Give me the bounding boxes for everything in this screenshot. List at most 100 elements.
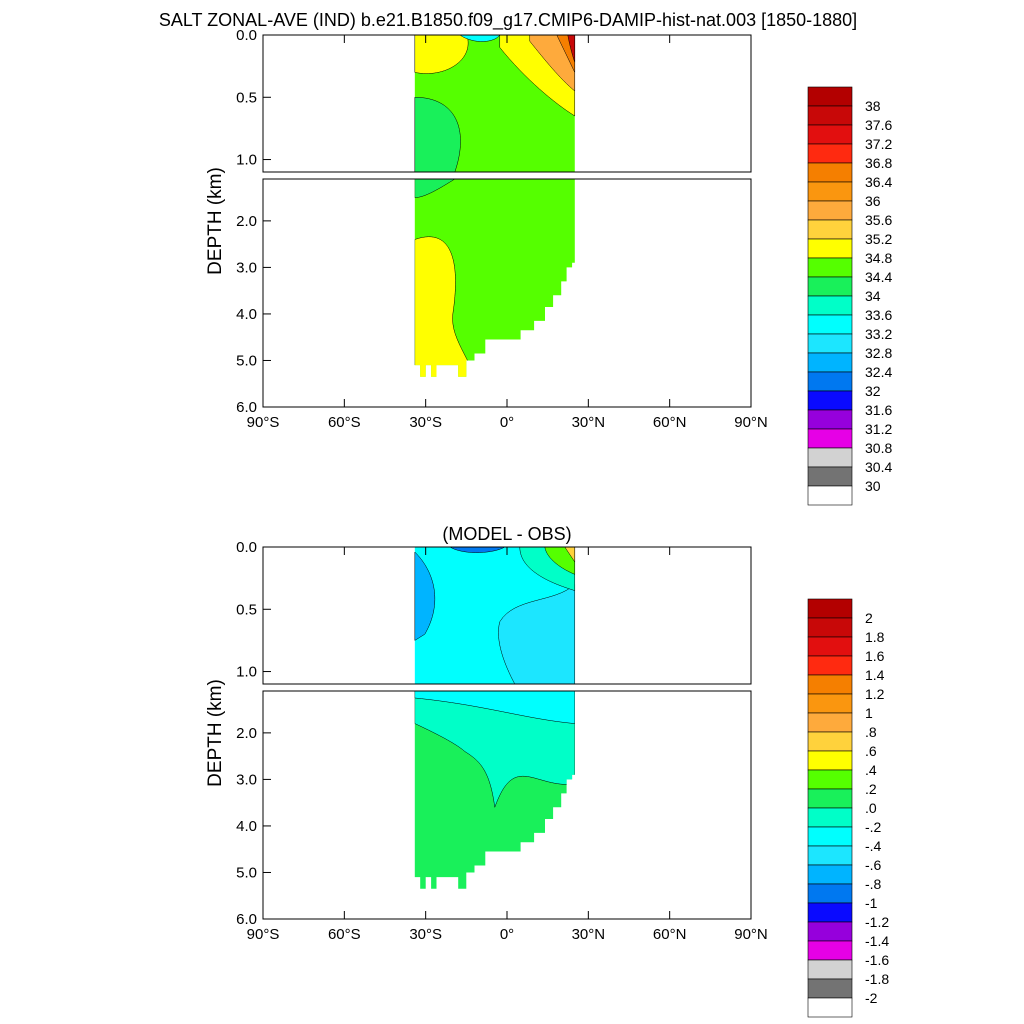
y-tick-label: 0.0 bbox=[236, 539, 257, 556]
colorbar-label: -1.2 bbox=[865, 914, 889, 930]
x-tick-label: 0° bbox=[500, 414, 514, 431]
colorbar-label: 36.4 bbox=[865, 174, 892, 190]
colorbar-swatch bbox=[807, 257, 853, 278]
colorbar-swatch bbox=[807, 466, 853, 487]
colorbar-label: 36 bbox=[865, 193, 881, 209]
colorbar-swatch bbox=[807, 333, 853, 354]
y-tick-label: 1.0 bbox=[236, 664, 257, 681]
colorbar-label: 30 bbox=[865, 478, 881, 494]
x-tick-label: 30°N bbox=[572, 926, 606, 943]
x-tick-label: 90°S bbox=[247, 414, 280, 431]
y-axis-label: DEPTH (km) bbox=[205, 167, 226, 275]
colorbar-swatch bbox=[807, 788, 853, 809]
y-tick-label: 5.0 bbox=[236, 352, 257, 369]
colorbar-swatch bbox=[807, 978, 853, 999]
colorbar-label: 30.4 bbox=[865, 459, 892, 475]
x-tick-label: 90°N bbox=[734, 414, 768, 431]
colorbar-swatch bbox=[807, 807, 853, 828]
colorbar-swatch bbox=[807, 693, 853, 714]
x-tick-label: 60°N bbox=[653, 926, 687, 943]
x-tick-label: 60°S bbox=[328, 926, 361, 943]
colorbar-swatch bbox=[807, 674, 853, 695]
colorbar-swatch bbox=[807, 617, 853, 638]
colorbar-swatch bbox=[807, 598, 853, 619]
y-tick-label: 6.0 bbox=[236, 911, 257, 928]
colorbar-swatch bbox=[807, 485, 853, 506]
colorbar-swatch bbox=[807, 295, 853, 316]
colorbar: 21.81.61.41.21.8.6.4.2.0-.2-.4-.6-.8-1-1… bbox=[807, 598, 889, 1018]
region-north-red bbox=[567, 35, 576, 63]
colorbar-label: .6 bbox=[865, 743, 877, 759]
y-tick-label: 2.0 bbox=[236, 213, 257, 230]
colorbar-label: .4 bbox=[865, 762, 877, 778]
lower-field bbox=[414, 179, 575, 377]
colorbar-swatch bbox=[807, 143, 853, 164]
y-tick-label: 5.0 bbox=[236, 864, 257, 881]
colorbar-swatch bbox=[807, 826, 853, 847]
colorbar-swatch bbox=[807, 997, 853, 1018]
colorbar-label: 1.8 bbox=[865, 629, 885, 645]
x-tick-label: 90°N bbox=[734, 926, 768, 943]
x-tick-label: 60°N bbox=[653, 414, 687, 431]
y-tick-label: 0.5 bbox=[236, 89, 257, 106]
colorbar-label: 35.2 bbox=[865, 231, 892, 247]
colorbar-swatch bbox=[807, 750, 853, 771]
y-tick-label: 3.0 bbox=[236, 259, 257, 276]
panel-title: (MODEL - OBS) bbox=[442, 524, 571, 544]
colorbar-swatch bbox=[807, 428, 853, 449]
colorbar-label: 34.8 bbox=[865, 250, 892, 266]
region-north-positive bbox=[544, 547, 576, 575]
x-tick-label: 0° bbox=[500, 926, 514, 943]
colorbar-label: -2 bbox=[865, 990, 878, 1006]
panels: 0.0 0.5 1.0 2.0 3.0 4.0 5.0 6.0 90°S 60°S 30°S 0° 30… bbox=[205, 27, 892, 1018]
colorbar-label: 32.4 bbox=[865, 364, 892, 380]
colorbar-label: 38 bbox=[865, 98, 881, 114]
y-tick-label: 2.0 bbox=[236, 725, 257, 742]
colorbar-label: 31.2 bbox=[865, 421, 892, 437]
colorbar-label: 34 bbox=[865, 288, 881, 304]
colorbar-label: -1.6 bbox=[865, 952, 889, 968]
lower-field bbox=[414, 691, 575, 889]
colorbar-swatch bbox=[807, 845, 853, 866]
colorbar-label: .2 bbox=[865, 781, 877, 797]
colorbar-swatch bbox=[807, 124, 853, 145]
colorbar-swatch bbox=[807, 105, 853, 126]
colorbar-label: 37.2 bbox=[865, 136, 892, 152]
y-tick-label: 0.5 bbox=[236, 601, 257, 618]
colorbar-label: 31.6 bbox=[865, 402, 892, 418]
colorbar-swatch bbox=[807, 200, 853, 221]
colorbar-swatch bbox=[807, 902, 853, 923]
colorbar-swatch bbox=[807, 655, 853, 676]
colorbar-swatch bbox=[807, 352, 853, 373]
colorbar-swatch bbox=[807, 636, 853, 657]
colorbar-swatch bbox=[807, 769, 853, 790]
upper-field bbox=[414, 35, 576, 172]
colorbar-label: .0 bbox=[865, 800, 877, 816]
x-tick-label: 30°S bbox=[409, 926, 442, 943]
colorbar-swatch bbox=[807, 371, 853, 392]
colorbar-label: 32 bbox=[865, 383, 881, 399]
y-tick-label: 1.0 bbox=[236, 152, 257, 169]
colorbar-label: -.2 bbox=[865, 819, 882, 835]
y-tick-label: 4.0 bbox=[236, 818, 257, 835]
colorbar-swatch bbox=[807, 864, 853, 885]
region-north-subsurface bbox=[498, 583, 576, 684]
colorbar-label: 36.8 bbox=[865, 155, 892, 171]
colorbar-swatch bbox=[807, 314, 853, 335]
colorbar-swatch bbox=[807, 447, 853, 468]
colorbar-swatch bbox=[807, 219, 853, 240]
colorbar-label: 1.6 bbox=[865, 648, 885, 664]
y-tick-label: 3.0 bbox=[236, 771, 257, 788]
region-north-high bbox=[564, 547, 576, 563]
x-tick-label: 60°S bbox=[328, 414, 361, 431]
upper-field bbox=[414, 547, 576, 684]
colorbar-label: -.6 bbox=[865, 857, 882, 873]
colorbar-label: 30.8 bbox=[865, 440, 892, 456]
colorbar-swatch bbox=[807, 921, 853, 942]
colorbar-swatch bbox=[807, 390, 853, 411]
colorbar-swatch bbox=[807, 712, 853, 733]
colorbar-swatch bbox=[807, 162, 853, 183]
colorbar-label: 32.8 bbox=[865, 345, 892, 361]
colorbar-swatch bbox=[807, 86, 853, 107]
colorbar-label: .8 bbox=[865, 724, 877, 740]
